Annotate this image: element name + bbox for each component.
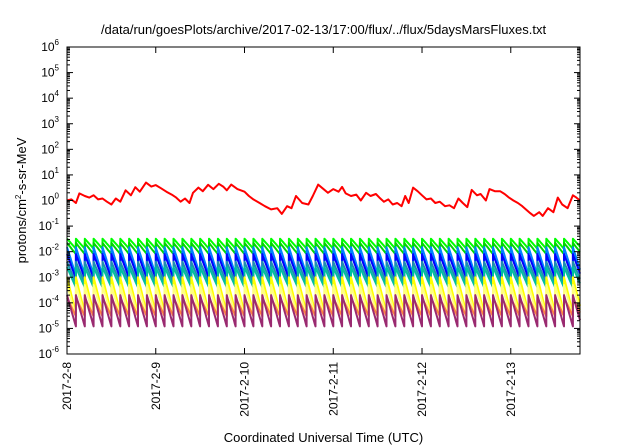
x-tick-label: 2017-2-8 (60, 362, 74, 410)
y-tick-label: 10-4 (39, 294, 60, 310)
y-axis-title-prefix: protons/cm (14, 199, 29, 263)
y-axis-title: protons/cm2-s-sr-MeV (14, 137, 29, 263)
y-tick-base: 10 (41, 117, 55, 131)
y-tick-base: 10 (41, 66, 55, 80)
y-tick-base: 10 (39, 321, 53, 335)
y-tick-exp: -5 (52, 319, 60, 328)
y-tick-exp: 3 (55, 115, 60, 124)
y-tick-label: 10-5 (39, 319, 60, 335)
y-tick-label: 10-2 (39, 243, 60, 259)
y-tick-label: 102 (41, 140, 59, 156)
y-axis-title-suffix: -s-sr-MeV (14, 137, 29, 194)
series-line-0 (66, 181, 581, 217)
y-tick-base: 10 (39, 270, 53, 284)
y-tick-exp: 2 (55, 140, 60, 149)
y-tick-base: 10 (39, 245, 53, 259)
y-tick-exp: -4 (52, 294, 60, 303)
y-tick-exp: 4 (55, 89, 60, 98)
x-tick-label: 2017-2-10 (238, 362, 252, 417)
y-tick-exp: -1 (52, 217, 60, 226)
x-tick-label: 2017-2-12 (415, 362, 429, 417)
ticks-layer: 10-610-510-410-310-210-11001011021031041… (39, 38, 580, 417)
y-tick-label: 103 (41, 115, 59, 131)
y-tick-exp: 1 (55, 166, 60, 175)
y-tick-exp: -3 (52, 268, 60, 277)
y-tick-base: 10 (41, 194, 55, 208)
y-tick-label: 105 (41, 64, 59, 80)
chart-title: /data/run/goesPlots/archive/2017-02-13/1… (101, 22, 547, 37)
y-tick-label: 10-6 (39, 345, 60, 361)
x-tick-label: 2017-2-13 (504, 362, 518, 417)
y-tick-exp: -6 (52, 345, 60, 354)
y-tick-exp: -2 (52, 243, 60, 252)
y-tick-base: 10 (39, 219, 53, 233)
x-axis-title: Coordinated Universal Time (UTC) (224, 430, 423, 445)
y-tick-label: 10-1 (39, 217, 60, 233)
y-axis-title-sup: 2 (14, 194, 23, 199)
y-tick-exp: 0 (55, 192, 60, 201)
x-tick-label: 2017-2-11 (326, 362, 340, 416)
y-tick-base: 10 (41, 40, 55, 54)
y-tick-label: 10-3 (39, 268, 60, 284)
y-tick-label: 106 (41, 38, 59, 54)
y-tick-base: 10 (41, 168, 55, 182)
x-tick-label: 2017-2-9 (149, 362, 163, 410)
y-tick-exp: 6 (55, 38, 60, 47)
y-tick-label: 101 (41, 166, 59, 182)
series-line-10 (66, 294, 581, 328)
y-tick-label: 100 (41, 192, 59, 208)
y-tick-base: 10 (39, 296, 53, 310)
y-tick-base: 10 (41, 91, 55, 105)
y-tick-exp: 5 (55, 64, 60, 73)
y-tick-label: 104 (41, 89, 59, 105)
series-layer (66, 181, 581, 328)
y-tick-base: 10 (41, 142, 55, 156)
y-tick-base: 10 (39, 347, 53, 361)
